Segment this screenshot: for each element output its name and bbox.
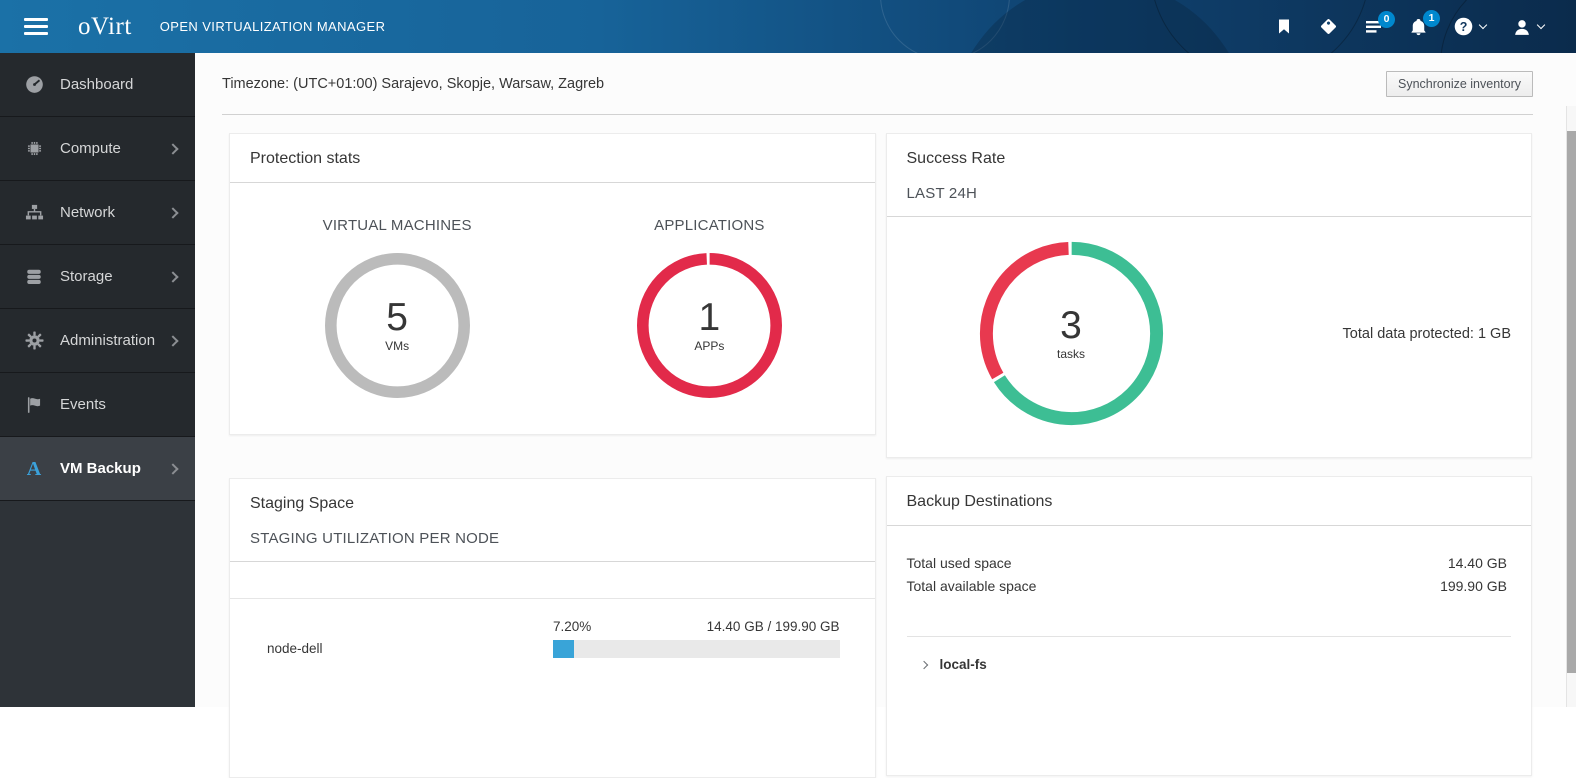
sidebar-item-administration[interactable]: Administration bbox=[0, 309, 195, 373]
vm-donut-block: VIRTUAL MACHINES 5 VMs bbox=[323, 217, 472, 398]
node-name: node-dell bbox=[267, 641, 553, 658]
chevron-down-icon bbox=[1479, 20, 1487, 28]
gear-icon bbox=[22, 331, 46, 350]
main-content: Timezone: (UTC+01:00) Sarajevo, Skopje, … bbox=[195, 53, 1576, 707]
sidebar-item-vm-backup[interactable]: A VM Backup bbox=[0, 437, 195, 501]
sidebar-item-label: Network bbox=[60, 204, 169, 221]
used-space-label: Total used space bbox=[907, 552, 1012, 575]
staging-node-row: node-dell 7.20% 14.40 GB / 199.90 GB bbox=[230, 599, 875, 658]
vertical-nav: Dashboard Compute Network bbox=[0, 53, 195, 707]
tasks-unit: tasks bbox=[1057, 347, 1085, 361]
app-donut-heading: APPLICATIONS bbox=[637, 217, 782, 234]
sidebar-item-events[interactable]: Events bbox=[0, 373, 195, 437]
vm-donut-heading: VIRTUAL MACHINES bbox=[323, 217, 472, 234]
sidebar-item-label: Events bbox=[60, 396, 181, 413]
card-title: Staging Space bbox=[250, 495, 855, 513]
protection-stats-card: Protection stats VIRTUAL MACHINES 5 VMs bbox=[229, 133, 876, 435]
tasks-icon[interactable]: 0 bbox=[1365, 19, 1383, 35]
chevron-right-icon bbox=[167, 463, 178, 474]
available-space-value: 199.90 GB bbox=[1440, 575, 1507, 598]
used-space-row: Total used space 14.40 GB bbox=[907, 552, 1508, 575]
sidebar-item-compute[interactable]: Compute bbox=[0, 117, 195, 181]
tasks-count-badge[interactable]: 0 bbox=[1378, 11, 1395, 28]
card-header: Protection stats bbox=[230, 134, 875, 183]
timezone-label: Timezone: (UTC+01:00) Sarajevo, Skopje, … bbox=[222, 76, 604, 92]
destination-name: local-fs bbox=[940, 657, 987, 672]
card-subtitle: STAGING UTILIZATION PER NODE bbox=[250, 530, 855, 547]
sidebar-item-label: VM Backup bbox=[60, 460, 169, 477]
masthead-decoration bbox=[880, 0, 1010, 53]
card-subtitle: LAST 24H bbox=[907, 185, 1512, 202]
masthead: oVirt OPEN VIRTUALIZATION MANAGER 0 1 ? bbox=[0, 0, 1576, 53]
sidebar-item-storage[interactable]: Storage bbox=[0, 245, 195, 309]
staging-progress-fill bbox=[553, 640, 574, 658]
sidebar-item-label: Administration bbox=[60, 332, 169, 349]
chevron-right-icon bbox=[167, 143, 178, 154]
scrollbar-thumb[interactable] bbox=[1567, 131, 1576, 673]
svg-text:?: ? bbox=[1460, 20, 1468, 34]
sidebar-item-network[interactable]: Network bbox=[0, 181, 195, 245]
help-icon[interactable]: ? bbox=[1454, 17, 1486, 36]
used-space-value: 14.40 GB bbox=[1448, 552, 1507, 575]
menu-toggle-icon[interactable] bbox=[24, 14, 50, 39]
app-unit: APPs bbox=[694, 339, 724, 353]
chevron-right-icon bbox=[167, 271, 178, 282]
flag-icon bbox=[22, 396, 46, 414]
chevron-down-icon bbox=[1537, 20, 1545, 28]
ovirt-logo: oVirt bbox=[78, 13, 132, 41]
tachometer-icon bbox=[22, 75, 46, 94]
chevron-right-icon bbox=[919, 660, 927, 668]
synchronize-inventory-button[interactable]: Synchronize inventory bbox=[1386, 71, 1533, 97]
sidebar-item-label: Dashboard bbox=[60, 76, 181, 93]
content-toolbar: Timezone: (UTC+01:00) Sarajevo, Skopje, … bbox=[222, 53, 1533, 115]
product-title: OPEN VIRTUALIZATION MANAGER bbox=[160, 19, 386, 34]
letter-a-icon: A bbox=[22, 459, 46, 479]
destination-local-fs-row[interactable]: local-fs bbox=[887, 637, 1532, 672]
staging-progress-bar bbox=[553, 640, 840, 658]
card-header: Staging Space STAGING UTILIZATION PER NO… bbox=[230, 479, 875, 562]
card-title: Backup Destinations bbox=[907, 493, 1512, 511]
chip-icon bbox=[22, 139, 46, 158]
tasks-count: 3 bbox=[1060, 306, 1082, 347]
sidebar-item-label: Compute bbox=[60, 140, 169, 157]
notifications-count-badge[interactable]: 1 bbox=[1423, 10, 1440, 27]
total-data-protected-label: Total data protected: 1 GB bbox=[1343, 326, 1511, 342]
vm-unit: VMs bbox=[385, 339, 409, 353]
success-rate-card: Success Rate LAST 24H 3 tasks Total data… bbox=[886, 133, 1533, 458]
card-header: Backup Destinations bbox=[887, 477, 1532, 526]
sitemap-icon bbox=[22, 203, 46, 222]
chevron-right-icon bbox=[167, 335, 178, 346]
user-icon[interactable] bbox=[1513, 18, 1544, 36]
app-count: 1 bbox=[699, 298, 721, 339]
available-space-row: Total available space 199.90 GB bbox=[907, 575, 1508, 598]
node-percent-label: 7.20% bbox=[553, 619, 591, 634]
sidebar-item-label: Storage bbox=[60, 268, 169, 285]
masthead-decoration bbox=[950, 0, 1250, 53]
vm-count: 5 bbox=[386, 298, 408, 339]
staging-space-card: Staging Space STAGING UTILIZATION PER NO… bbox=[229, 478, 876, 778]
card-header: Success Rate LAST 24H bbox=[887, 134, 1532, 217]
chevron-right-icon bbox=[167, 207, 178, 218]
app-donut-block: APPLICATIONS 1 APPs bbox=[637, 217, 782, 398]
node-usage-label: 14.40 GB / 199.90 GB bbox=[707, 619, 840, 634]
bell-icon[interactable]: 1 bbox=[1410, 18, 1427, 36]
available-space-label: Total available space bbox=[907, 575, 1037, 598]
app-donut-chart: 1 APPs bbox=[637, 253, 782, 398]
bookmark-icon[interactable] bbox=[1276, 18, 1292, 35]
database-icon bbox=[22, 268, 46, 286]
success-rate-donut-chart: 3 tasks bbox=[979, 241, 1164, 426]
sidebar-item-dashboard[interactable]: Dashboard bbox=[0, 53, 195, 117]
card-title: Protection stats bbox=[250, 150, 855, 168]
tag-icon[interactable] bbox=[1319, 17, 1338, 36]
vm-donut-chart: 5 VMs bbox=[325, 253, 470, 398]
vertical-scrollbar[interactable] bbox=[1566, 106, 1576, 707]
card-title: Success Rate bbox=[907, 150, 1512, 168]
backup-destinations-card: Backup Destinations Total used space 14.… bbox=[886, 476, 1533, 776]
